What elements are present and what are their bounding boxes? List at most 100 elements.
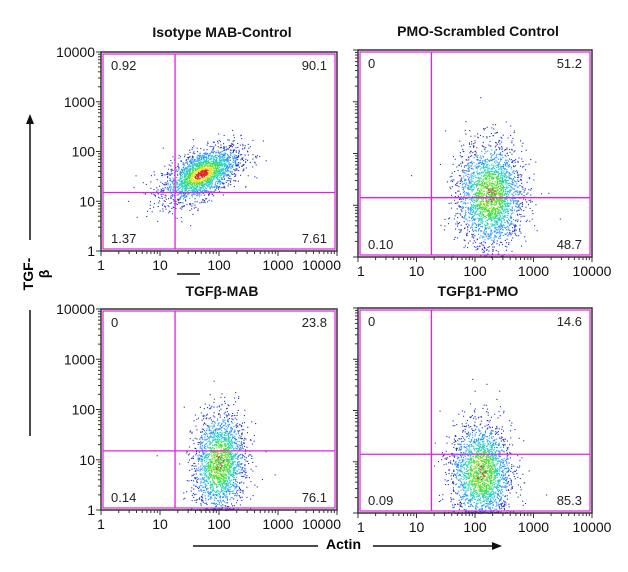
data-point (494, 174, 496, 176)
data-point (183, 194, 185, 196)
data-point (196, 195, 198, 197)
data-point (471, 218, 473, 220)
data-point (485, 249, 487, 251)
data-point (171, 162, 173, 164)
data-point (477, 204, 479, 206)
data-point (177, 183, 179, 185)
data-point (474, 175, 476, 177)
data-point (191, 183, 193, 185)
data-point (480, 186, 482, 188)
data-point (507, 203, 509, 205)
data-point (204, 177, 206, 179)
data-point (185, 199, 187, 201)
data-point (210, 158, 212, 160)
data-point (479, 242, 481, 244)
data-point (213, 156, 215, 158)
data-point (508, 218, 510, 220)
data-point (470, 181, 472, 183)
data-point (221, 168, 223, 170)
data-point (494, 217, 496, 219)
data-point (503, 216, 505, 218)
data-point (511, 161, 513, 163)
data-point (510, 187, 512, 189)
data-point (203, 199, 205, 201)
data-point (473, 196, 475, 198)
data-point (482, 209, 484, 211)
data-point (506, 159, 508, 161)
data-point (215, 475, 217, 477)
data-point (170, 180, 172, 182)
data-point (463, 175, 465, 177)
data-point (489, 233, 491, 235)
data-point (502, 134, 504, 136)
data-point (491, 160, 493, 162)
data-point (184, 194, 186, 196)
data-point (489, 173, 491, 175)
data-point (493, 166, 495, 168)
data-point (172, 177, 174, 179)
data-point (186, 452, 188, 454)
data-point (179, 197, 181, 199)
data-point (199, 164, 201, 166)
data-point (457, 169, 459, 171)
data-point (499, 207, 501, 209)
data-point (178, 167, 180, 169)
data-point (485, 151, 487, 153)
data-point (233, 169, 235, 171)
data-point (223, 146, 225, 148)
data-point (481, 150, 483, 152)
data-point (249, 161, 251, 163)
x-tick-label: 1 (357, 263, 365, 279)
data-point (204, 200, 206, 202)
data-point (481, 226, 483, 228)
data-point (211, 193, 213, 195)
data-point (462, 198, 464, 200)
data-point (500, 154, 502, 156)
data-point (224, 179, 226, 181)
data-point (497, 182, 499, 184)
data-point (490, 234, 492, 236)
data-point (221, 179, 223, 181)
data-point (505, 206, 507, 208)
data-point (209, 188, 211, 190)
data-point (170, 188, 172, 190)
data-point (197, 175, 199, 177)
data-point (504, 164, 506, 166)
data-point (223, 134, 225, 136)
data-point (502, 194, 504, 196)
data-point (212, 451, 214, 453)
data-point (469, 155, 471, 157)
data-point (504, 245, 506, 247)
data-point (497, 228, 499, 230)
data-point (459, 231, 461, 233)
data-point (491, 189, 493, 191)
data-point (202, 174, 204, 176)
data-point (164, 194, 166, 196)
data-point (183, 169, 185, 171)
data-point (163, 183, 165, 185)
data-point (198, 162, 200, 164)
data-point (506, 148, 508, 150)
data-point (202, 185, 204, 187)
data-point (207, 175, 209, 177)
data-point (198, 188, 200, 190)
data-point (496, 193, 498, 195)
data-point (510, 203, 512, 205)
data-point (229, 164, 231, 166)
data-point (491, 213, 493, 215)
data-point (215, 487, 217, 489)
data-point (206, 181, 208, 183)
data-point (479, 192, 481, 194)
data-point (198, 165, 200, 167)
data-point (501, 184, 503, 186)
data-point (218, 490, 220, 492)
data-point (474, 140, 476, 142)
data-point (176, 185, 178, 187)
data-point (500, 194, 502, 196)
data-point (229, 159, 231, 161)
data-point (213, 167, 215, 169)
data-point (471, 211, 473, 213)
data-point (201, 176, 203, 178)
data-point (472, 242, 474, 244)
data-point (190, 162, 192, 164)
